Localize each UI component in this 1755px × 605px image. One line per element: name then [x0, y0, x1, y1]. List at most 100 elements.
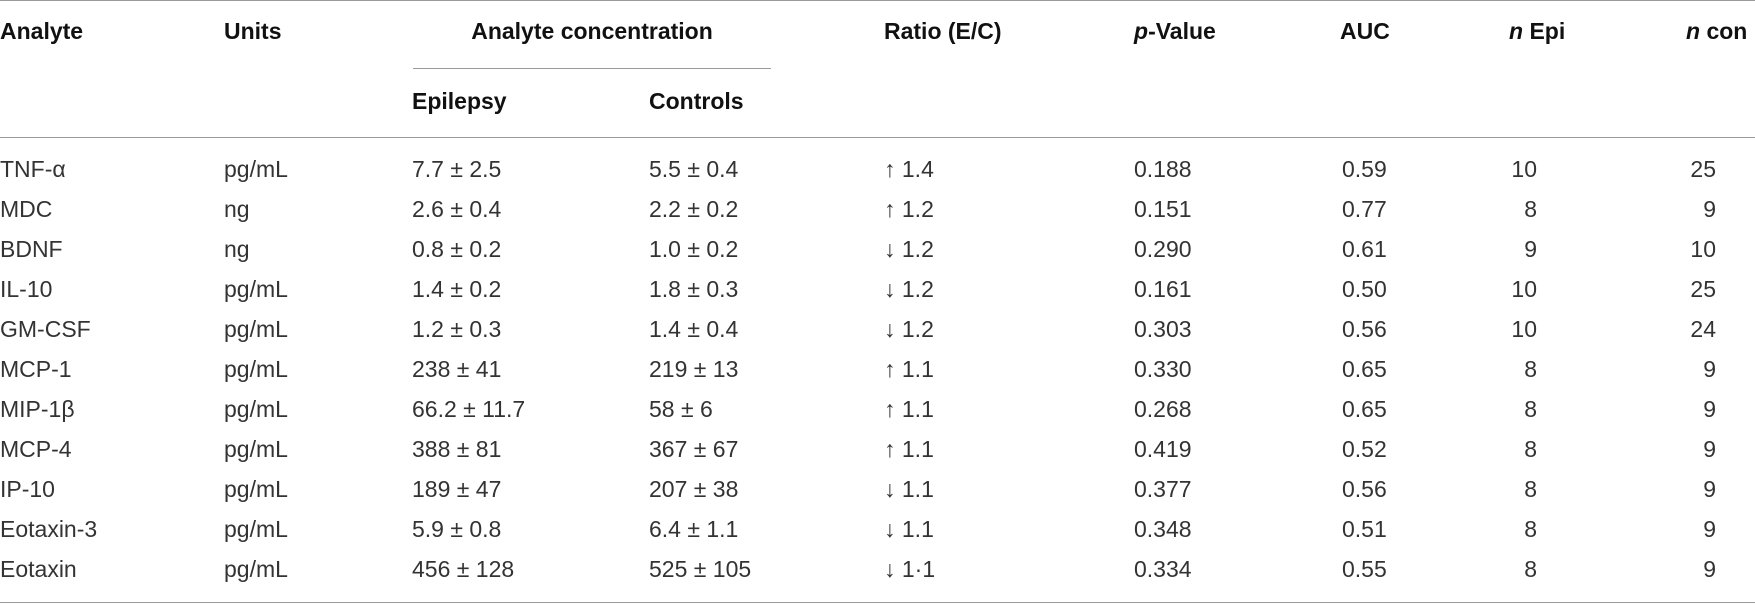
- cell-auc: 0.59: [1342, 156, 1387, 182]
- cell-units: pg/mL: [224, 436, 288, 462]
- cell-ratio: ↓ 1.1: [884, 516, 934, 542]
- cell-epilepsy: 238 ± 41: [412, 356, 502, 382]
- cell-auc: 0.61: [1342, 236, 1387, 262]
- cell-n-epi: 10: [1511, 316, 1537, 342]
- cell-p: 0.330: [1134, 356, 1192, 382]
- cell-ratio: ↑ 1.1: [884, 436, 934, 462]
- cell-auc: 0.55: [1342, 556, 1387, 582]
- cell-p: 0.303: [1134, 316, 1192, 342]
- cell-auc: 0.50: [1342, 276, 1387, 302]
- cell-n-epi: 8: [1524, 196, 1537, 222]
- header-epilepsy: Epilepsy: [412, 88, 507, 114]
- bottom-rule: [0, 602, 1755, 603]
- cell-units: pg/mL: [224, 476, 288, 502]
- cell-analyte: TNF-α: [0, 156, 66, 182]
- cell-n-con: 9: [1703, 356, 1716, 382]
- cell-n-con: 9: [1703, 476, 1716, 502]
- cell-units: pg/mL: [224, 516, 288, 542]
- cell-controls: 6.4 ± 1.1: [649, 516, 739, 542]
- cell-n-epi: 8: [1524, 436, 1537, 462]
- cell-auc: 0.56: [1342, 316, 1387, 342]
- cell-ratio: ↑ 1.1: [884, 396, 934, 422]
- cell-analyte: MCP-1: [0, 356, 72, 382]
- cell-ratio: ↓ 1·1: [884, 556, 936, 582]
- cell-ratio: ↓ 1.2: [884, 236, 934, 262]
- cell-units: pg/mL: [224, 556, 288, 582]
- cell-controls: 525 ± 105: [649, 556, 752, 582]
- header-p-value: p-Value: [1134, 17, 1216, 45]
- cell-epilepsy: 2.6 ± 0.4: [412, 196, 502, 222]
- cell-p: 0.419: [1134, 436, 1192, 462]
- cell-epilepsy: 388 ± 81: [412, 436, 502, 462]
- cell-ratio: ↑ 1.2: [884, 196, 934, 222]
- cell-units: pg/mL: [224, 356, 288, 382]
- cell-epilepsy: 7.7 ± 2.5: [412, 156, 502, 182]
- cell-epilepsy: 66.2 ± 11.7: [412, 396, 526, 422]
- cell-n-epi: 8: [1524, 516, 1537, 542]
- cell-p: 0.290: [1134, 236, 1192, 262]
- cell-analyte: BDNF: [0, 236, 63, 262]
- cell-ratio: ↑ 1.1: [884, 356, 934, 382]
- cell-epilepsy: 456 ± 128: [412, 556, 515, 582]
- cell-epilepsy: 1.4 ± 0.2: [412, 276, 502, 302]
- cell-p: 0.377: [1134, 476, 1192, 502]
- cell-units: pg/mL: [224, 396, 288, 422]
- cell-controls: 219 ± 13: [649, 356, 739, 382]
- cell-epilepsy: 5.9 ± 0.8: [412, 516, 502, 542]
- header-units: Units: [224, 18, 282, 44]
- header-n-con: n con: [1686, 17, 1747, 45]
- cell-n-epi: 8: [1524, 356, 1537, 382]
- header-p-value-italic: p: [1134, 18, 1149, 44]
- header-p-value-rest: -Value: [1148, 18, 1216, 44]
- cell-epilepsy: 189 ± 47: [412, 476, 502, 502]
- cell-analyte: GM-CSF: [0, 316, 91, 342]
- header-n-con-italic: n: [1686, 18, 1701, 44]
- cell-n-con: 10: [1690, 236, 1716, 262]
- cell-analyte: Eotaxin-3: [0, 516, 98, 542]
- cell-n-epi: 8: [1524, 556, 1537, 582]
- cell-n-con: 25: [1690, 156, 1716, 182]
- cell-units: pg/mL: [224, 316, 288, 342]
- header-analyte-concentration: Analyte concentration: [471, 18, 713, 44]
- cell-controls: 5.5 ± 0.4: [649, 156, 739, 182]
- cell-epilepsy: 0.8 ± 0.2: [412, 236, 502, 262]
- cell-n-con: 25: [1690, 276, 1716, 302]
- header-n-epi-rest: Epi: [1523, 18, 1566, 44]
- cell-ratio: ↓ 1.2: [884, 276, 934, 302]
- cell-auc: 0.52: [1342, 436, 1387, 462]
- cell-auc: 0.56: [1342, 476, 1387, 502]
- cell-analyte: MIP-1β: [0, 396, 75, 422]
- cell-ratio: ↑ 1.4: [884, 156, 934, 182]
- cell-n-epi: 8: [1524, 396, 1537, 422]
- header-n-epi: n Epi: [1509, 17, 1565, 45]
- cell-n-epi: 10: [1511, 276, 1537, 302]
- cell-n-con: 9: [1703, 556, 1716, 582]
- cell-auc: 0.65: [1342, 396, 1387, 422]
- top-rule: [0, 0, 1755, 1]
- cell-n-epi: 8: [1524, 476, 1537, 502]
- cell-controls: 1.4 ± 0.4: [649, 316, 739, 342]
- cell-controls: 58 ± 6: [649, 396, 713, 422]
- cell-n-con: 24: [1690, 316, 1716, 342]
- cell-auc: 0.65: [1342, 356, 1387, 382]
- header-analyte: Analyte: [0, 18, 84, 44]
- cell-n-con: 9: [1703, 436, 1716, 462]
- cell-units: ng: [224, 196, 250, 222]
- cell-units: pg/mL: [224, 156, 288, 182]
- cell-controls: 207 ± 38: [649, 476, 739, 502]
- cell-units: ng: [224, 236, 250, 262]
- cell-n-con: 9: [1703, 396, 1716, 422]
- cell-units: pg/mL: [224, 276, 288, 302]
- header-bottom-rule: [0, 137, 1755, 138]
- cell-n-epi: 10: [1511, 156, 1537, 182]
- header-ratio: Ratio (E/C): [884, 18, 1002, 44]
- cell-auc: 0.77: [1342, 196, 1387, 222]
- cell-analyte: MDC: [0, 196, 53, 222]
- cell-ratio: ↓ 1.2: [884, 316, 934, 342]
- cell-p: 0.348: [1134, 516, 1192, 542]
- cell-p: 0.188: [1134, 156, 1192, 182]
- concentration-group-rule: [413, 68, 771, 69]
- cell-p: 0.334: [1134, 556, 1192, 582]
- cell-auc: 0.51: [1342, 516, 1387, 542]
- header-controls: Controls: [649, 88, 744, 114]
